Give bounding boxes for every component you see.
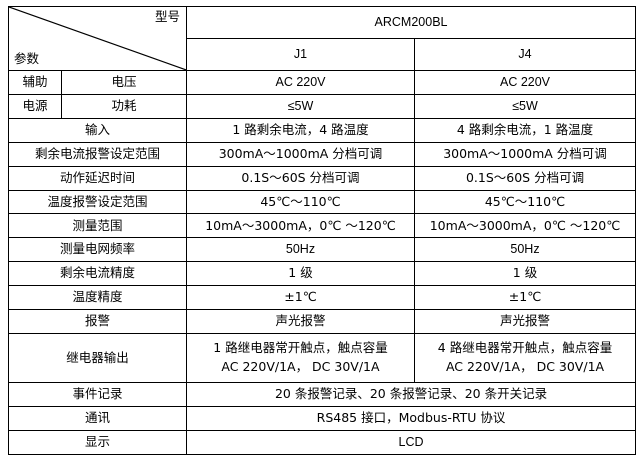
row-label-event-log: 事件记录 [8,381,187,407]
row-label-measuring-range: 测量范围 [8,213,187,239]
cell-j1-temperature-accuracy: ±1℃ [186,285,415,311]
cell-j1-voltage: AC 220V [186,69,415,95]
table-row: 测量范围 10mA～3000mA，0℃ ～120℃ 10mA～3000mA，0℃… [8,213,637,239]
row-group-label-power-supply-top: 辅助 [8,69,62,95]
row-label-input: 输入 [8,117,187,143]
spec-table-container: 型号 参数 ARCM200BL J1 J4 辅助 电压 AC 220V AC 2… [8,6,637,456]
row-label-alarm: 报警 [8,309,187,335]
cell-j1-residual-current-accuracy: 1 级 [186,261,415,287]
cell-j4-voltage: AC 220V [413,69,637,95]
model-name-cell: ARCM200BL [185,6,637,39]
cell-j1-relay-output-line2: AC 220V/1A， DC 30V/1A [221,359,380,375]
table-row: 剩余电流精度 1 级 1 级 [8,261,637,287]
row-label-residual-current-accuracy: 剩余电流精度 [8,261,187,287]
row-group-label-power-supply-bottom: 电源 [8,93,62,119]
corner-diagonal-header: 型号 参数 [8,6,187,71]
row-label-action-delay-time: 动作延迟时间 [8,165,187,191]
cell-j1-grid-frequency: 50Hz [186,237,415,263]
row-label-grid-frequency: 测量电网频率 [8,237,187,263]
cell-j1-residual-current-alarm-range: 300mA～1000mA 分档可调 [186,141,415,167]
row-label-power-consumption: 功耗 [61,93,187,119]
corner-param-label: 参数 [14,50,40,66]
cell-j4-residual-current-accuracy: 1 级 [413,261,637,287]
cell-j4-alarm: 声光报警 [413,309,637,335]
cell-j4-relay-output-line1: 4 路继电器常开触点，触点容量 [437,340,613,356]
cell-j1-alarm: 声光报警 [186,309,415,335]
row-label-display: 显示 [8,429,187,456]
column-header-j1: J1 [186,37,415,71]
row-label-temperature-accuracy: 温度精度 [8,285,187,311]
cell-j4-measuring-range: 10mA～3000mA，0℃ ～120℃ [413,213,637,239]
product-spec-table: 型号 参数 ARCM200BL J1 J4 辅助 电压 AC 220V AC 2… [8,6,637,456]
cell-j4-input: 4 路剩余电流，1 路温度 [413,117,637,143]
cell-span-communication: RS485 接口，Modbus-RTU 协议 [185,405,637,431]
table-row: 测量电网频率 50Hz 50Hz [8,237,637,263]
table-row: 事件记录 20 条报警记录、20 条报警记录、20 条开关记录 [8,381,637,407]
table-row: 通讯 RS485 接口，Modbus-RTU 协议 [8,405,637,431]
table-row: 报警 声光报警 声光报警 [8,309,637,335]
diagonal-divider-icon [9,7,186,70]
table-row: 电源 功耗 ≤5W ≤5W [8,93,637,119]
cell-j1-temperature-alarm-range: 45℃～110℃ [186,189,415,215]
table-row: 辅助 电压 AC 220V AC 220V [8,69,637,95]
cell-j1-measuring-range: 10mA～3000mA，0℃ ～120℃ [186,213,415,239]
table-row: 继电器输出 1 路继电器常开触点，触点容量 AC 220V/1A， DC 30V… [8,333,637,383]
cell-j4-relay-output-line2: AC 220V/1A， DC 30V/1A [445,359,605,375]
cell-j1-action-delay-time: 0.1S～60S 分档可调 [186,165,415,191]
table-row: 输入 1 路剩余电流，4 路温度 4 路剩余电流，1 路温度 [8,117,637,143]
cell-j1-power-consumption: ≤5W [186,93,415,119]
cell-j4-temperature-alarm-range: 45℃～110℃ [413,189,637,215]
table-row: 显示 LCD [8,429,637,456]
cell-j1-relay-output-line1: 1 路继电器常开触点，触点容量 [213,340,388,356]
table-row: 剩余电流报警设定范围 300mA～1000mA 分档可调 300mA～1000m… [8,141,637,167]
corner-model-label: 型号 [154,9,180,24]
cell-j4-action-delay-time: 0.1S～60S 分档可调 [413,165,637,191]
table-row: 温度报警设定范围 45℃～110℃ 45℃～110℃ [8,189,637,215]
row-label-residual-current-alarm-range: 剩余电流报警设定范围 [8,141,187,167]
cell-j1-input: 1 路剩余电流，4 路温度 [186,117,415,143]
cell-span-event-log: 20 条报警记录、20 条报警记录、20 条开关记录 [185,381,637,407]
table-row-columns: J1 J4 [9,37,637,71]
cell-j4-power-consumption: ≤5W [413,93,637,119]
cell-j4-relay-output: 4 路继电器常开触点，触点容量 AC 220V/1A， DC 30V/1A [413,333,637,383]
cell-j4-temperature-accuracy: ±1℃ [413,285,637,311]
cell-j1-relay-output: 1 路继电器常开触点，触点容量 AC 220V/1A， DC 30V/1A [186,333,415,383]
row-label-relay-output: 继电器输出 [8,333,187,383]
cell-j4-residual-current-alarm-range: 300mA～1000mA 分档可调 [413,141,637,167]
row-label-communication: 通讯 [8,405,187,431]
row-label-temperature-alarm-range: 温度报警设定范围 [8,189,187,215]
row-label-voltage: 电压 [61,69,187,95]
table-row: 温度精度 ±1℃ ±1℃ [8,285,637,311]
cell-j4-grid-frequency: 50Hz [413,237,637,263]
column-header-j4: J4 [413,37,637,71]
table-row: 动作延迟时间 0.1S～60S 分档可调 0.1S～60S 分档可调 [8,165,637,191]
cell-span-display: LCD [185,429,637,456]
table-row-model: 型号 参数 ARCM200BL [8,6,637,71]
